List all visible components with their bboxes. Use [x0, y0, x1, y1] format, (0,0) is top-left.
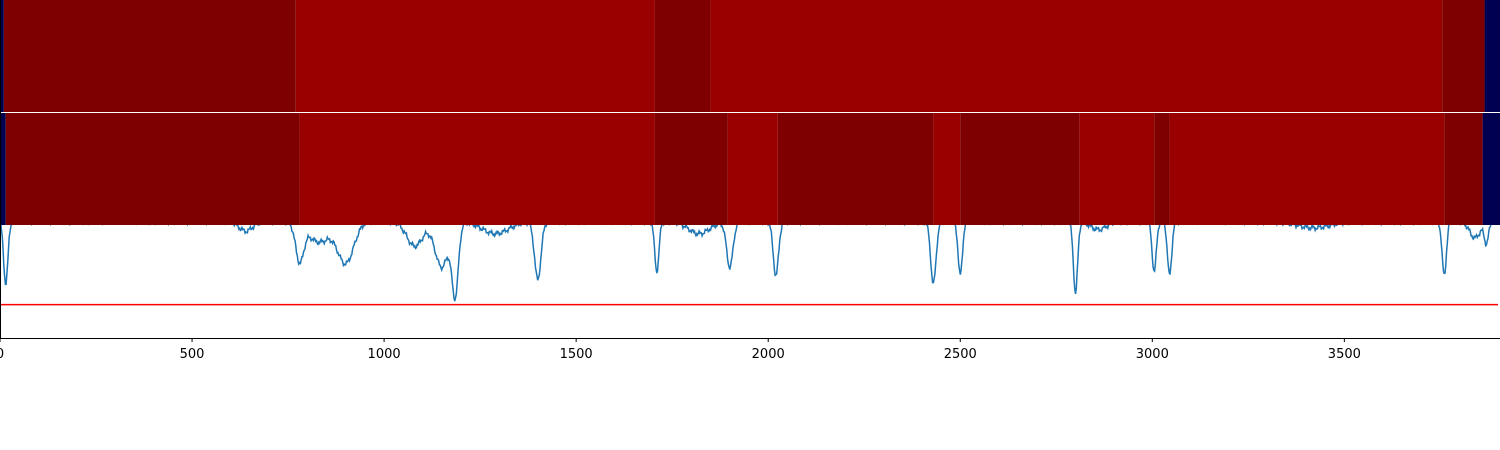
heatmap-cell	[710, 0, 1443, 112]
heatmap-cell	[727, 113, 778, 225]
heatmap-cell	[933, 113, 961, 225]
x-tick-label: 3000	[1136, 347, 1169, 362]
heatmap-edge-cell	[1498, 0, 1500, 112]
heatmap-row-1	[0, 0, 1500, 112]
x-tick-label: 0	[0, 347, 4, 362]
heatmap-cell	[1444, 113, 1483, 225]
x-tick-label: 500	[180, 347, 205, 362]
heatmap-cell	[295, 0, 655, 112]
heatmap-row-2	[0, 113, 1500, 225]
heatmap-edge-cell	[1498, 113, 1500, 225]
heatmap-cell	[0, 113, 6, 225]
heatmap-cell	[960, 113, 1080, 225]
x-tick-label: 3500	[1328, 347, 1361, 362]
heatmap-cell	[299, 113, 655, 225]
heatmap-cell	[1079, 113, 1155, 225]
heatmap	[0, 0, 1500, 225]
heatmap-cell	[654, 0, 711, 112]
heatmap-cell	[1154, 113, 1170, 225]
heatmap-cell	[1169, 113, 1445, 225]
x-tick-label: 2000	[752, 347, 785, 362]
x-tick-label: 1000	[368, 347, 401, 362]
heatmap-cell	[1442, 0, 1485, 112]
heatmap-cell	[777, 113, 934, 225]
x-axis: 0 500 1000 1500 2000 2500 3000 3500	[0, 0, 1500, 362]
heatmap-cell	[0, 0, 4, 112]
x-tick-label: 2500	[944, 347, 977, 362]
heatmap-cell	[1484, 0, 1498, 112]
heatmap-cell	[3, 0, 296, 112]
x-tick-label: 1500	[560, 347, 593, 362]
heatmap-cell	[5, 113, 300, 225]
heatmap-cell	[1482, 113, 1498, 225]
heatmap-cell	[654, 113, 728, 225]
